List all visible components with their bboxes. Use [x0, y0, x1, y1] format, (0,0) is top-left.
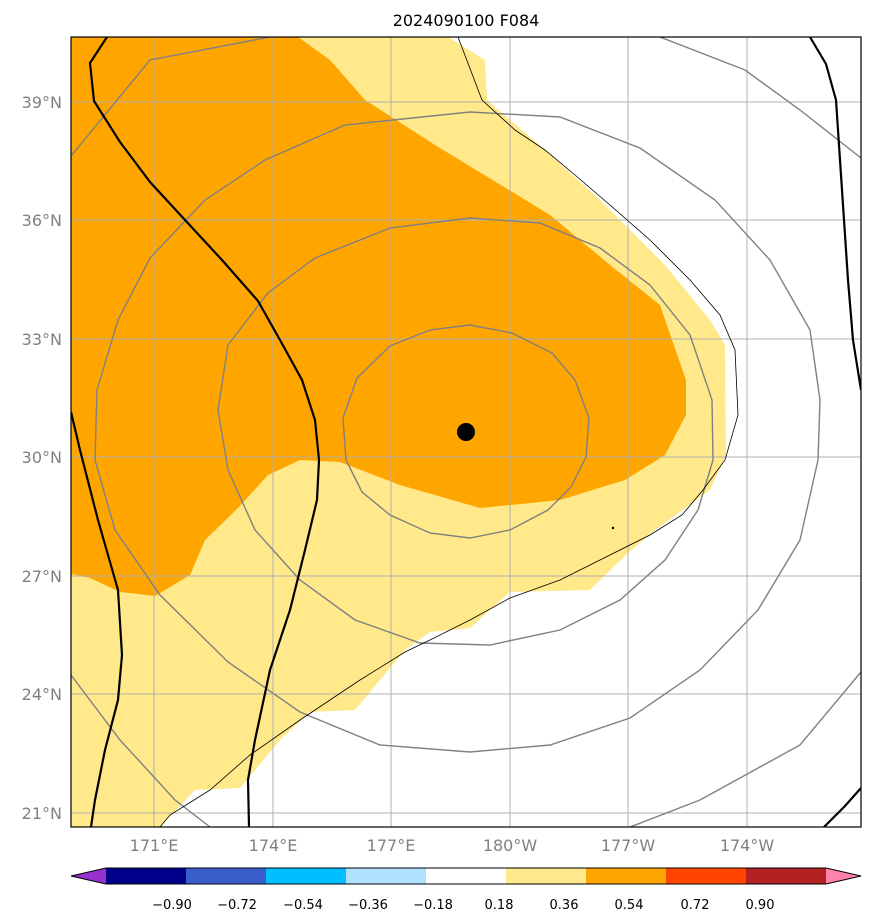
lat-label: 39°N [22, 93, 62, 112]
colorbar-segment [666, 868, 747, 884]
colorbar-tick-label: −0.72 [217, 898, 257, 913]
lon-label: 177°W [601, 836, 656, 855]
small-dot [611, 526, 615, 530]
colorbar-tick-label: −0.90 [152, 898, 192, 913]
colorbar-tick-label: −0.36 [348, 898, 388, 913]
figure-title: 2024090100 F084 [393, 11, 540, 30]
colorbar-segment [106, 868, 187, 884]
lon-label: 171°E [130, 836, 179, 855]
thin-black-line [159, 37, 739, 827]
longitude-labels: 171°E 174°E 177°E 180°W 177°W 174°W [130, 836, 775, 855]
colorbar [70, 867, 862, 885]
lon-label: 180°W [483, 836, 538, 855]
lat-label: 21°N [22, 804, 62, 823]
latitude-labels: 39°N 36°N 33°N 30°N 27°N 24°N 21°N [22, 93, 62, 823]
lon-label: 174°W [720, 836, 775, 855]
map-area [71, 37, 861, 827]
contour-2 [217, 217, 714, 646]
lat-label: 27°N [22, 567, 62, 586]
colorbar-segment [186, 868, 267, 884]
lat-label: 36°N [22, 211, 62, 230]
colorbar-ticks: −0.90 −0.72 −0.54 −0.36 −0.18 0.18 0.36 … [152, 898, 774, 913]
colorbar-segment [426, 868, 507, 884]
contours [71, 37, 861, 827]
contour-inner [342, 324, 590, 539]
colorbar-segment [746, 868, 827, 884]
thick-line-2 [71, 411, 124, 827]
colorbar-tick-label: 0.18 [485, 898, 514, 913]
map-frame [70, 36, 862, 828]
colorbar-tick-label: 0.90 [746, 898, 775, 913]
colorbar-segment [586, 868, 667, 884]
lon-label: 177°E [367, 836, 416, 855]
lat-label: 33°N [22, 330, 62, 349]
center-marker-dot [457, 423, 475, 441]
colorbar-tick-label: −0.54 [283, 898, 323, 913]
contour-3 [94, 111, 821, 753]
colorbar-segment [346, 868, 427, 884]
lat-label: 30°N [22, 448, 62, 467]
anomaly-fill-0-36-0-54 [71, 37, 686, 596]
colorbar-extend-high [826, 868, 861, 884]
colorbar-segment [506, 868, 587, 884]
thick-line-4 [823, 787, 861, 827]
thick-line-1 [88, 37, 321, 827]
graticule [71, 37, 861, 827]
colorbar-tick-label: −0.18 [413, 898, 453, 913]
lon-label: 174°E [249, 836, 298, 855]
thick-line-3 [809, 37, 861, 391]
colorbar-outline [70, 867, 862, 885]
colorbar-tick-label: 0.54 [615, 898, 644, 913]
lat-label: 24°N [22, 685, 62, 704]
contour-4 [71, 37, 861, 827]
colorbar-extend-low [71, 868, 106, 884]
colorbar-segment [266, 868, 347, 884]
thick-lines [71, 37, 861, 827]
colorbar-tick-label: 0.36 [550, 898, 579, 913]
colorbar-tick-label: 0.72 [681, 898, 710, 913]
